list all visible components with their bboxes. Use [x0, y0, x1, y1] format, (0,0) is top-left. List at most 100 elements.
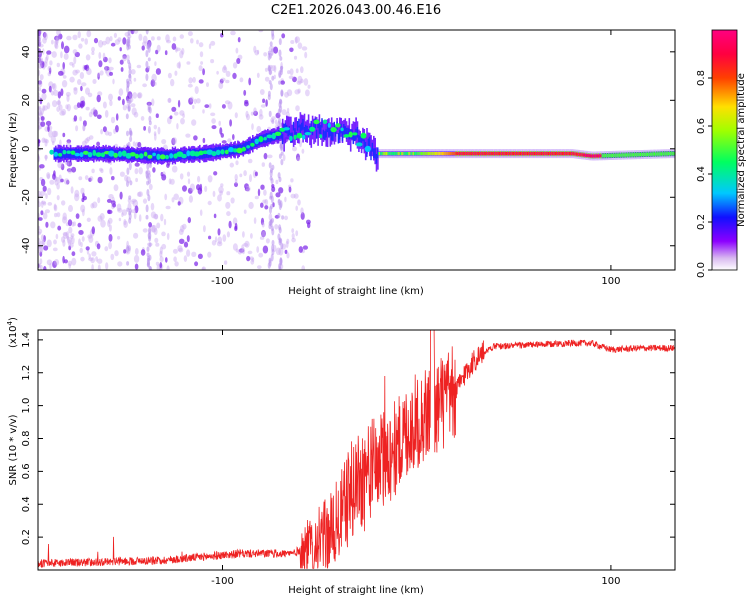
noise-speckle: [77, 79, 82, 85]
tone-edge: [518, 151, 520, 152]
ridge-core: [499, 151, 501, 157]
tone-edge: [462, 151, 464, 152]
tone-segment: [424, 152, 426, 156]
tone-segment: [418, 152, 420, 156]
noise-speckle: [113, 128, 116, 134]
noise-speckle: [45, 193, 48, 199]
streak-speckle: [278, 176, 282, 183]
tone-edge: [560, 155, 562, 157]
tone-edge: [665, 155, 667, 157]
tone-edge: [525, 151, 527, 152]
tone-segment: [581, 153, 583, 157]
tone-segment: [442, 152, 443, 156]
noise-speckle: [274, 119, 278, 125]
noise-speckle: [122, 105, 127, 111]
tone-segment: [566, 152, 568, 156]
ridge-core: [334, 127, 337, 137]
noise-speckle: [227, 138, 232, 143]
noise-speckle: [61, 41, 64, 50]
noise-speckle: [284, 215, 288, 221]
streak-speckle: [128, 162, 132, 171]
tone-edge: [490, 151, 492, 152]
streak-speckle: [146, 45, 150, 50]
ridge-core: [329, 127, 331, 137]
streak-speckle: [126, 207, 130, 212]
tone-edge: [534, 151, 536, 152]
tone-segment: [411, 152, 413, 156]
tone-segment: [637, 153, 639, 157]
noise-speckle: [97, 72, 100, 80]
noise-speckle: [54, 40, 58, 49]
streak-speckle: [126, 85, 130, 94]
ridge-blob: [87, 152, 93, 158]
noise-speckle: [53, 204, 58, 212]
tone-edge: [604, 157, 606, 159]
tone-segment: [417, 152, 419, 156]
noise-speckle: [41, 238, 46, 247]
tone-segment: [659, 152, 661, 156]
tone-segment: [572, 152, 574, 156]
tone-segment: [649, 152, 651, 156]
noise-speckle: [93, 109, 98, 117]
ridge-core: [359, 136, 361, 146]
ridge-halo: [377, 149, 379, 170]
tone-segment: [514, 152, 516, 156]
noise-speckle: [197, 175, 201, 183]
ridge-blob: [246, 145, 251, 149]
noise-speckle: [161, 243, 167, 250]
ridge-blob: [254, 138, 259, 145]
noise-speckle: [221, 140, 227, 144]
ridge-core: [341, 131, 344, 142]
ridge-core: [363, 139, 365, 148]
noise-speckle: [92, 201, 98, 209]
tone-edge: [467, 151, 469, 152]
tone-segment: [401, 152, 403, 156]
noise-speckle: [73, 87, 78, 91]
tone-edge: [632, 152, 634, 154]
noise-speckle: [199, 209, 203, 216]
noise-speckle: [91, 46, 95, 53]
ridge-core: [638, 152, 640, 158]
noise-speckle: [181, 47, 185, 55]
noise-speckle: [38, 225, 41, 230]
snr-frame: [37, 329, 676, 571]
tone-segment: [515, 152, 517, 156]
tone-edge: [670, 151, 672, 152]
noise-speckle: [182, 113, 185, 118]
noise-speckle: [301, 46, 308, 51]
noise-speckle: [261, 222, 265, 228]
ridge-blob: [82, 150, 89, 155]
tone-edge: [667, 155, 669, 157]
noise-speckle: [80, 242, 83, 248]
noise-speckle: [48, 67, 52, 75]
ridge-core: [280, 129, 282, 139]
tone-edge: [632, 156, 634, 158]
noise-speckle: [301, 148, 305, 154]
streak-speckle: [147, 125, 151, 134]
tone-segment: [529, 152, 531, 156]
noise-speckle: [44, 209, 51, 214]
streak-speckle: [280, 142, 284, 150]
tone-segment: [626, 153, 628, 157]
noise-speckle: [180, 225, 185, 233]
noise-speckle: [123, 249, 127, 254]
noise-speckle: [41, 200, 44, 208]
noise-speckle: [67, 260, 73, 267]
noise-speckle: [212, 190, 216, 197]
tone-segment: [384, 152, 386, 156]
noise-speckle: [155, 261, 160, 266]
tone-segment: [592, 154, 594, 158]
noise-speckle: [119, 59, 124, 65]
noise-speckle: [68, 204, 73, 213]
ridge-core: [325, 129, 327, 138]
noise-speckle: [254, 195, 259, 200]
noise-speckle: [247, 158, 253, 164]
tone-edge: [651, 155, 653, 157]
streak-speckle: [128, 74, 132, 82]
tone-edge: [518, 155, 520, 157]
noise-speckle: [290, 40, 295, 44]
ridge-blob: [138, 153, 144, 159]
noise-speckle: [275, 192, 281, 198]
noise-speckle: [88, 253, 91, 260]
noise-speckle: [81, 140, 87, 147]
